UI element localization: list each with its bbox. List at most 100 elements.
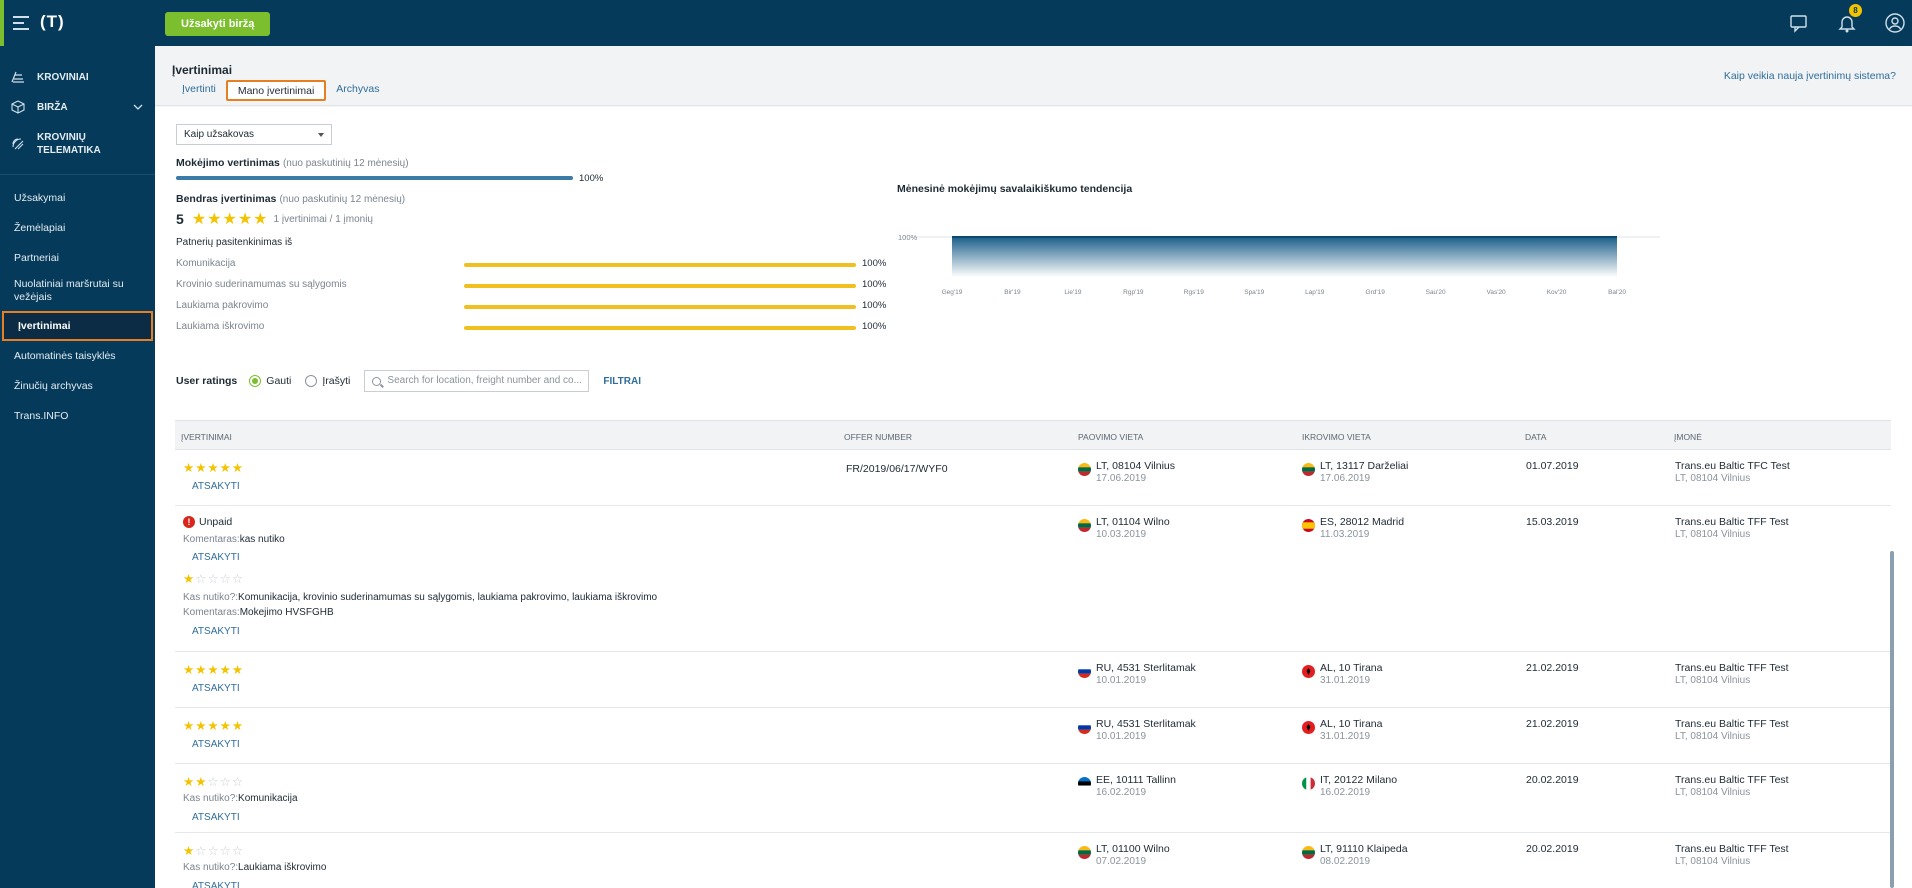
sidebar-item-telematics[interactable]: KROVINIŲ TELEMATIKA bbox=[0, 122, 155, 166]
loading-place: EE, 10111 Tallinn 16.02.2019 bbox=[1078, 774, 1176, 798]
col-company[interactable]: ĮMONĖ bbox=[1674, 432, 1702, 442]
table-row: ★★★★★ ATSAKYTI FR/2019/06/17/WYF0 LT, 08104… bbox=[175, 450, 1891, 506]
reply-link[interactable]: ATSAKYTI bbox=[192, 812, 240, 823]
menu-icon[interactable] bbox=[13, 16, 29, 30]
col-offer-number[interactable]: OFFER NUMBER bbox=[844, 432, 912, 442]
company-name: Trans.eu Baltic TFF Test bbox=[1675, 718, 1789, 730]
chat-icon[interactable] bbox=[1788, 12, 1810, 34]
sidebar-item-freights[interactable]: KROVINIAI bbox=[0, 62, 155, 92]
star-rating: ★☆☆☆☆ bbox=[183, 572, 245, 586]
country-flag-icon bbox=[1078, 846, 1091, 859]
offer-number[interactable]: FR/2019/06/17/WYF0 bbox=[846, 463, 948, 475]
criterion-bar bbox=[464, 305, 856, 309]
sidebar-item-maps[interactable]: Žemėlapiai bbox=[14, 222, 66, 234]
x-tick-label: Vas'20 bbox=[1486, 289, 1506, 296]
criterion-bar bbox=[464, 284, 856, 288]
rating-date: 01.07.2019 bbox=[1526, 460, 1579, 472]
chevron-down-icon[interactable] bbox=[133, 103, 143, 111]
order-exchange-button[interactable]: Užsakyti biržą bbox=[165, 12, 271, 36]
radio-given[interactable] bbox=[305, 375, 318, 387]
company-cell[interactable]: Trans.eu Baltic TFF Test LT, 08104 Vilniu… bbox=[1675, 662, 1789, 686]
x-tick-label: Rgs'19 bbox=[1184, 289, 1204, 296]
country-flag-icon bbox=[1078, 665, 1091, 678]
company-cell[interactable]: Trans.eu Baltic TFF Test LT, 08104 Vilniu… bbox=[1675, 843, 1789, 867]
logo[interactable]: (T) bbox=[40, 12, 65, 31]
table-header: ĮVERTINIMAI OFFER NUMBER PAOVIMO VIETA I… bbox=[175, 420, 1891, 450]
radio-received[interactable] bbox=[249, 375, 262, 387]
place-date: 31.01.2019 bbox=[1320, 675, 1371, 686]
what-happened-line: Kas nutiko?:Komunikacija, krovinio suder… bbox=[183, 592, 658, 603]
reply-link[interactable]: ATSAKYTI bbox=[192, 481, 240, 492]
company-cell[interactable]: Trans.eu Baltic TFF Test LT, 08104 Vilniu… bbox=[1675, 516, 1789, 540]
reply-link[interactable]: ATSAKYTI bbox=[192, 881, 240, 888]
partners-satisfaction-title: Patnerių pasitenkinimas iš bbox=[176, 237, 293, 248]
search-placeholder: Search for location, freight number and … bbox=[387, 375, 582, 386]
sidebar-item-ratings[interactable]: Įvertinimai bbox=[2, 311, 153, 341]
radio-received-label[interactable]: Gauti bbox=[266, 375, 292, 387]
tab-rate[interactable]: Įvertinti bbox=[182, 83, 216, 95]
x-tick-label: Rgp'19 bbox=[1123, 289, 1144, 296]
sidebar-item-label: KROVINIAI bbox=[37, 71, 89, 83]
payment-period: (nuo paskutinių 12 mėnesių) bbox=[282, 158, 409, 169]
general-period: (nuo paskutinių 12 mėnesių) bbox=[279, 194, 406, 205]
country-flag-icon bbox=[1302, 846, 1315, 859]
sidebar-item-orders[interactable]: Užsakymai bbox=[14, 192, 66, 204]
reply-link[interactable]: ATSAKYTI bbox=[192, 626, 240, 637]
tab-my-ratings[interactable]: Mano įvertinimai bbox=[225, 80, 327, 101]
table-row: ★★★★★ ATSAKYTI RU, 4531 Sterlitamak 10.01.2… bbox=[175, 652, 1891, 708]
company-cell[interactable]: Trans.eu Baltic TFC Test LT, 08104 Vilniu… bbox=[1675, 460, 1790, 484]
rating-date: 20.02.2019 bbox=[1526, 843, 1579, 855]
search-input[interactable]: Search for location, freight number and … bbox=[364, 370, 590, 392]
reply-link[interactable]: ATSAKYTI bbox=[192, 683, 240, 694]
sidebar-item-routes[interactable]: Nuolatiniai maršrutai su vežėjais bbox=[0, 273, 155, 311]
sidebar-item-auto-rules[interactable]: Automatinės taisyklės bbox=[14, 350, 116, 362]
bell-icon[interactable]: 8 bbox=[1836, 4, 1862, 34]
x-tick-label: Lap'19 bbox=[1305, 289, 1325, 296]
rating-cell: ★★★★★ ATSAKYTI bbox=[183, 718, 833, 750]
sidebar-item-partners[interactable]: Partneriai bbox=[14, 252, 59, 264]
telematics-icon bbox=[12, 138, 24, 150]
reply-link[interactable]: ATSAKYTI bbox=[192, 552, 240, 563]
trend-chart-title: Mėnesinė mokėjimų savalaikiškumo tendenc… bbox=[897, 183, 1133, 195]
general-rating-title: Bendras įvertinimas (nuo paskutinių 12 m… bbox=[176, 193, 405, 205]
reply-link[interactable]: ATSAKYTI bbox=[192, 739, 240, 750]
rating-date: 15.03.2019 bbox=[1526, 516, 1579, 528]
notification-badge: 8 bbox=[1849, 4, 1862, 17]
place-date: 10.01.2019 bbox=[1096, 731, 1147, 742]
what-happened-line: Kas nutiko?:Komunikacija bbox=[183, 793, 298, 804]
criterion-label: Komunikacija bbox=[176, 258, 236, 269]
criterion-percent: 100% bbox=[862, 300, 887, 311]
sidebar-item-transinfo[interactable]: Trans.INFO bbox=[14, 410, 69, 422]
table-body: ★★★★★ ATSAKYTI FR/2019/06/17/WYF0 LT, 08104… bbox=[175, 450, 1891, 888]
sidebar-item-label: BIRŽA bbox=[37, 101, 68, 113]
country-flag-icon bbox=[1078, 463, 1091, 476]
scrollbar[interactable] bbox=[1890, 551, 1894, 888]
freight-icon bbox=[11, 71, 24, 83]
place-name: AL, 10 Tirana bbox=[1320, 662, 1383, 674]
sidebar-item-message-archive[interactable]: Žinučių archyvas bbox=[14, 380, 93, 392]
col-ratings[interactable]: ĮVERTINIMAI bbox=[181, 432, 232, 442]
criterion-percent: 100% bbox=[862, 321, 887, 332]
col-loading-place[interactable]: PAOVIMO VIETA bbox=[1078, 432, 1144, 442]
col-date[interactable]: DATA bbox=[1525, 432, 1547, 442]
help-link[interactable]: Kaip veikia nauja įvertinimų sistema? bbox=[1723, 70, 1896, 82]
tab-archive[interactable]: Archyvas bbox=[336, 83, 380, 95]
y-tick-label: 100% bbox=[898, 233, 918, 242]
unloading-cell: LT, 13117 Darželiai 17.06.2019 bbox=[1302, 460, 1408, 484]
company-cell[interactable]: Trans.eu Baltic TFF Test LT, 08104 Vilniu… bbox=[1675, 774, 1789, 798]
score-row: 5 ★★★★★ 1 įvertinimai / 1 įmonių bbox=[176, 209, 373, 229]
rating-cell: ★★☆☆☆ Kas nutiko?:Komunikacija ATSAKYTI bbox=[183, 774, 833, 823]
user-account-icon[interactable] bbox=[1884, 12, 1906, 34]
filters-link[interactable]: FILTRAI bbox=[603, 375, 641, 387]
sidebar-item-exchange[interactable]: BIRŽA bbox=[0, 92, 155, 122]
company-cell[interactable]: Trans.eu Baltic TFF Test LT, 08104 Vilniu… bbox=[1675, 718, 1789, 742]
criterion-label: Krovinio suderinamumas su sąlygomis bbox=[176, 279, 347, 290]
unpaid-status: ! Unpaid bbox=[183, 516, 833, 528]
role-select[interactable]: Kaip užsakovas bbox=[176, 124, 332, 145]
radio-given-label[interactable]: Įrašyti bbox=[322, 375, 351, 387]
col-unloading-place[interactable]: IKROVIMO VIETA bbox=[1302, 432, 1371, 442]
comment-line: Komentaras:Mokejimo HVSFGHB bbox=[183, 607, 334, 618]
company-address: LT, 08104 Vilnius bbox=[1675, 473, 1751, 484]
sidebar-divider bbox=[0, 174, 155, 175]
table-row: ★☆☆☆☆ Kas nutiko?:Laukiama iškrovimo ATSAK… bbox=[175, 833, 1891, 888]
